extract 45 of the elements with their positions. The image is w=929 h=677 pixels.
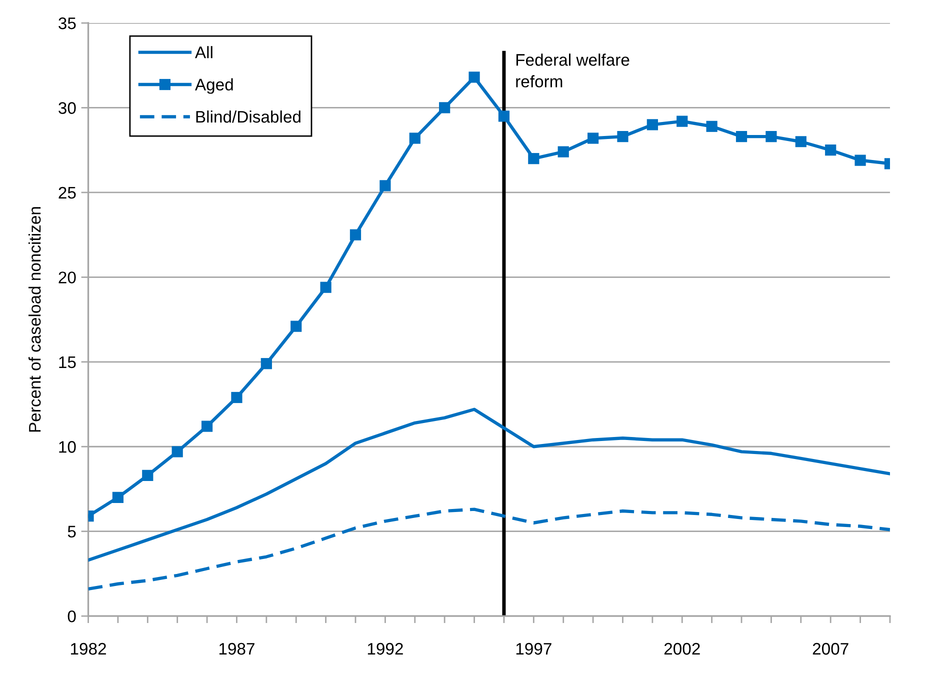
y-tick-label: 35	[58, 17, 76, 30]
point	[766, 130, 777, 142]
point	[528, 153, 540, 164]
point	[409, 132, 420, 144]
point	[558, 146, 569, 158]
point	[676, 116, 688, 127]
point	[320, 282, 332, 293]
x-tick-label: 1987	[219, 642, 254, 655]
y-tick-label: 15	[59, 356, 76, 368]
legend-label: Aged	[194, 78, 233, 94]
x-tick-label: 2007	[812, 642, 848, 655]
y-tick-label: 30	[58, 102, 76, 114]
x-tick-label: 1992	[368, 642, 403, 655]
point	[646, 119, 658, 130]
x-tick-label: 2002	[664, 642, 700, 655]
point	[172, 446, 183, 458]
y-tick-label: 25	[58, 186, 76, 199]
point	[201, 420, 213, 432]
x-tick-label: 1997	[516, 642, 552, 655]
x-tick-label: 1982	[70, 642, 106, 655]
legend-label: Blind/Disabled	[196, 110, 300, 123]
y-tick-label: 20	[58, 272, 76, 284]
y-tick-label: 5	[68, 526, 76, 538]
point	[231, 392, 242, 404]
point	[380, 180, 391, 192]
point	[439, 102, 450, 114]
point	[350, 229, 362, 240]
legend-label: All	[194, 46, 212, 58]
y-axis-title: Percent of caseload noncitizen	[28, 207, 41, 432]
y-tick-label: 0	[68, 610, 76, 622]
point	[854, 154, 866, 166]
point	[795, 136, 806, 148]
point	[290, 320, 302, 332]
point	[825, 144, 836, 156]
point	[706, 120, 718, 132]
point	[260, 358, 272, 370]
point	[736, 130, 748, 142]
point	[112, 492, 124, 504]
point	[587, 132, 599, 144]
y-tick-label: 10	[59, 441, 76, 453]
point	[617, 130, 628, 142]
point	[498, 110, 510, 122]
point	[468, 72, 480, 83]
ref-line-label: Federal welfare reform	[516, 54, 630, 88]
point	[142, 470, 154, 481]
